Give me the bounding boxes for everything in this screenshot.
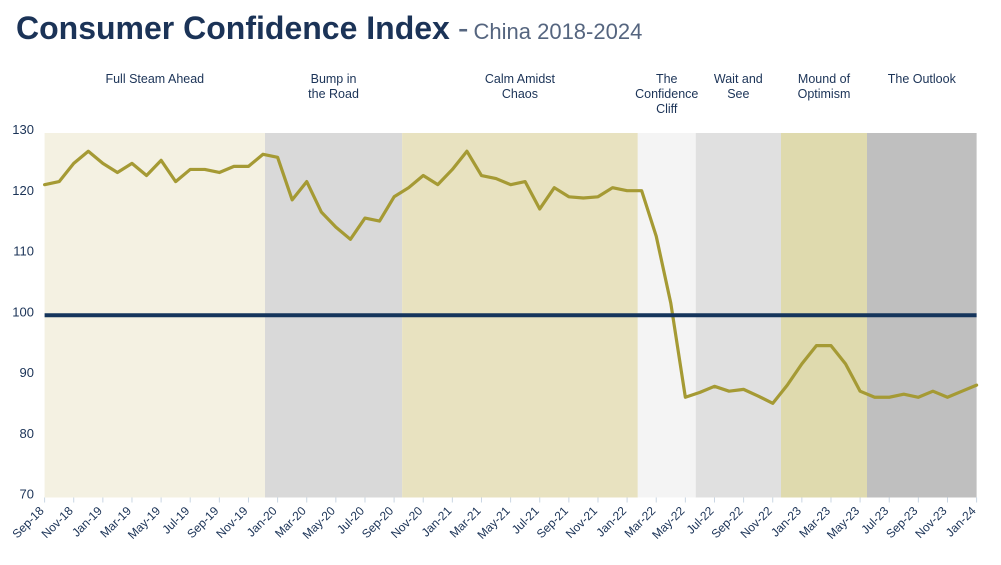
svg-text:May-21: May-21 [475, 503, 513, 541]
svg-text:The: The [656, 72, 678, 86]
svg-text:70: 70 [20, 487, 34, 502]
svg-text:the Road: the Road [308, 87, 359, 101]
svg-text:Full Steam Ahead: Full Steam Ahead [105, 72, 204, 86]
svg-text:Calm Amidst: Calm Amidst [485, 72, 556, 86]
svg-text:Confidence: Confidence [635, 87, 698, 101]
svg-text:See: See [727, 87, 749, 101]
svg-text:Sep-22: Sep-22 [708, 503, 745, 540]
svg-text:May-22: May-22 [649, 503, 687, 541]
svg-text:Chaos: Chaos [502, 87, 538, 101]
svg-text:Nov-20: Nov-20 [388, 503, 425, 540]
svg-text:Nov-18: Nov-18 [39, 503, 76, 540]
svg-text:Jan-24: Jan-24 [943, 503, 979, 539]
svg-text:120: 120 [12, 183, 34, 198]
svg-text:Bump in: Bump in [311, 72, 357, 86]
svg-text:Cliff: Cliff [656, 102, 678, 116]
svg-text:110: 110 [13, 244, 34, 259]
svg-text:130: 130 [12, 122, 34, 137]
svg-text:The Outlook: The Outlook [888, 72, 957, 86]
svg-text:100: 100 [12, 304, 34, 319]
svg-text:Sep-21: Sep-21 [534, 503, 571, 540]
svg-text:90: 90 [20, 365, 34, 380]
svg-text:May-19: May-19 [125, 503, 163, 541]
svg-text:Nov-23: Nov-23 [912, 503, 949, 540]
svg-text:Nov-19: Nov-19 [213, 503, 250, 540]
svg-text:Sep-20: Sep-20 [359, 503, 396, 540]
svg-text:Sep-19: Sep-19 [184, 503, 221, 540]
svg-text:80: 80 [20, 426, 34, 441]
svg-text:Sep-18: Sep-18 [9, 503, 46, 540]
svg-text:May-20: May-20 [300, 503, 338, 541]
svg-text:Wait and: Wait and [714, 72, 763, 86]
svg-text:Mound of: Mound of [798, 72, 851, 86]
svg-text:Nov-21: Nov-21 [563, 503, 600, 540]
svg-text:Nov-22: Nov-22 [738, 503, 775, 540]
svg-text:May-23: May-23 [824, 503, 862, 541]
svg-text:Optimism: Optimism [798, 87, 851, 101]
svg-text:Sep-23: Sep-23 [883, 503, 920, 540]
